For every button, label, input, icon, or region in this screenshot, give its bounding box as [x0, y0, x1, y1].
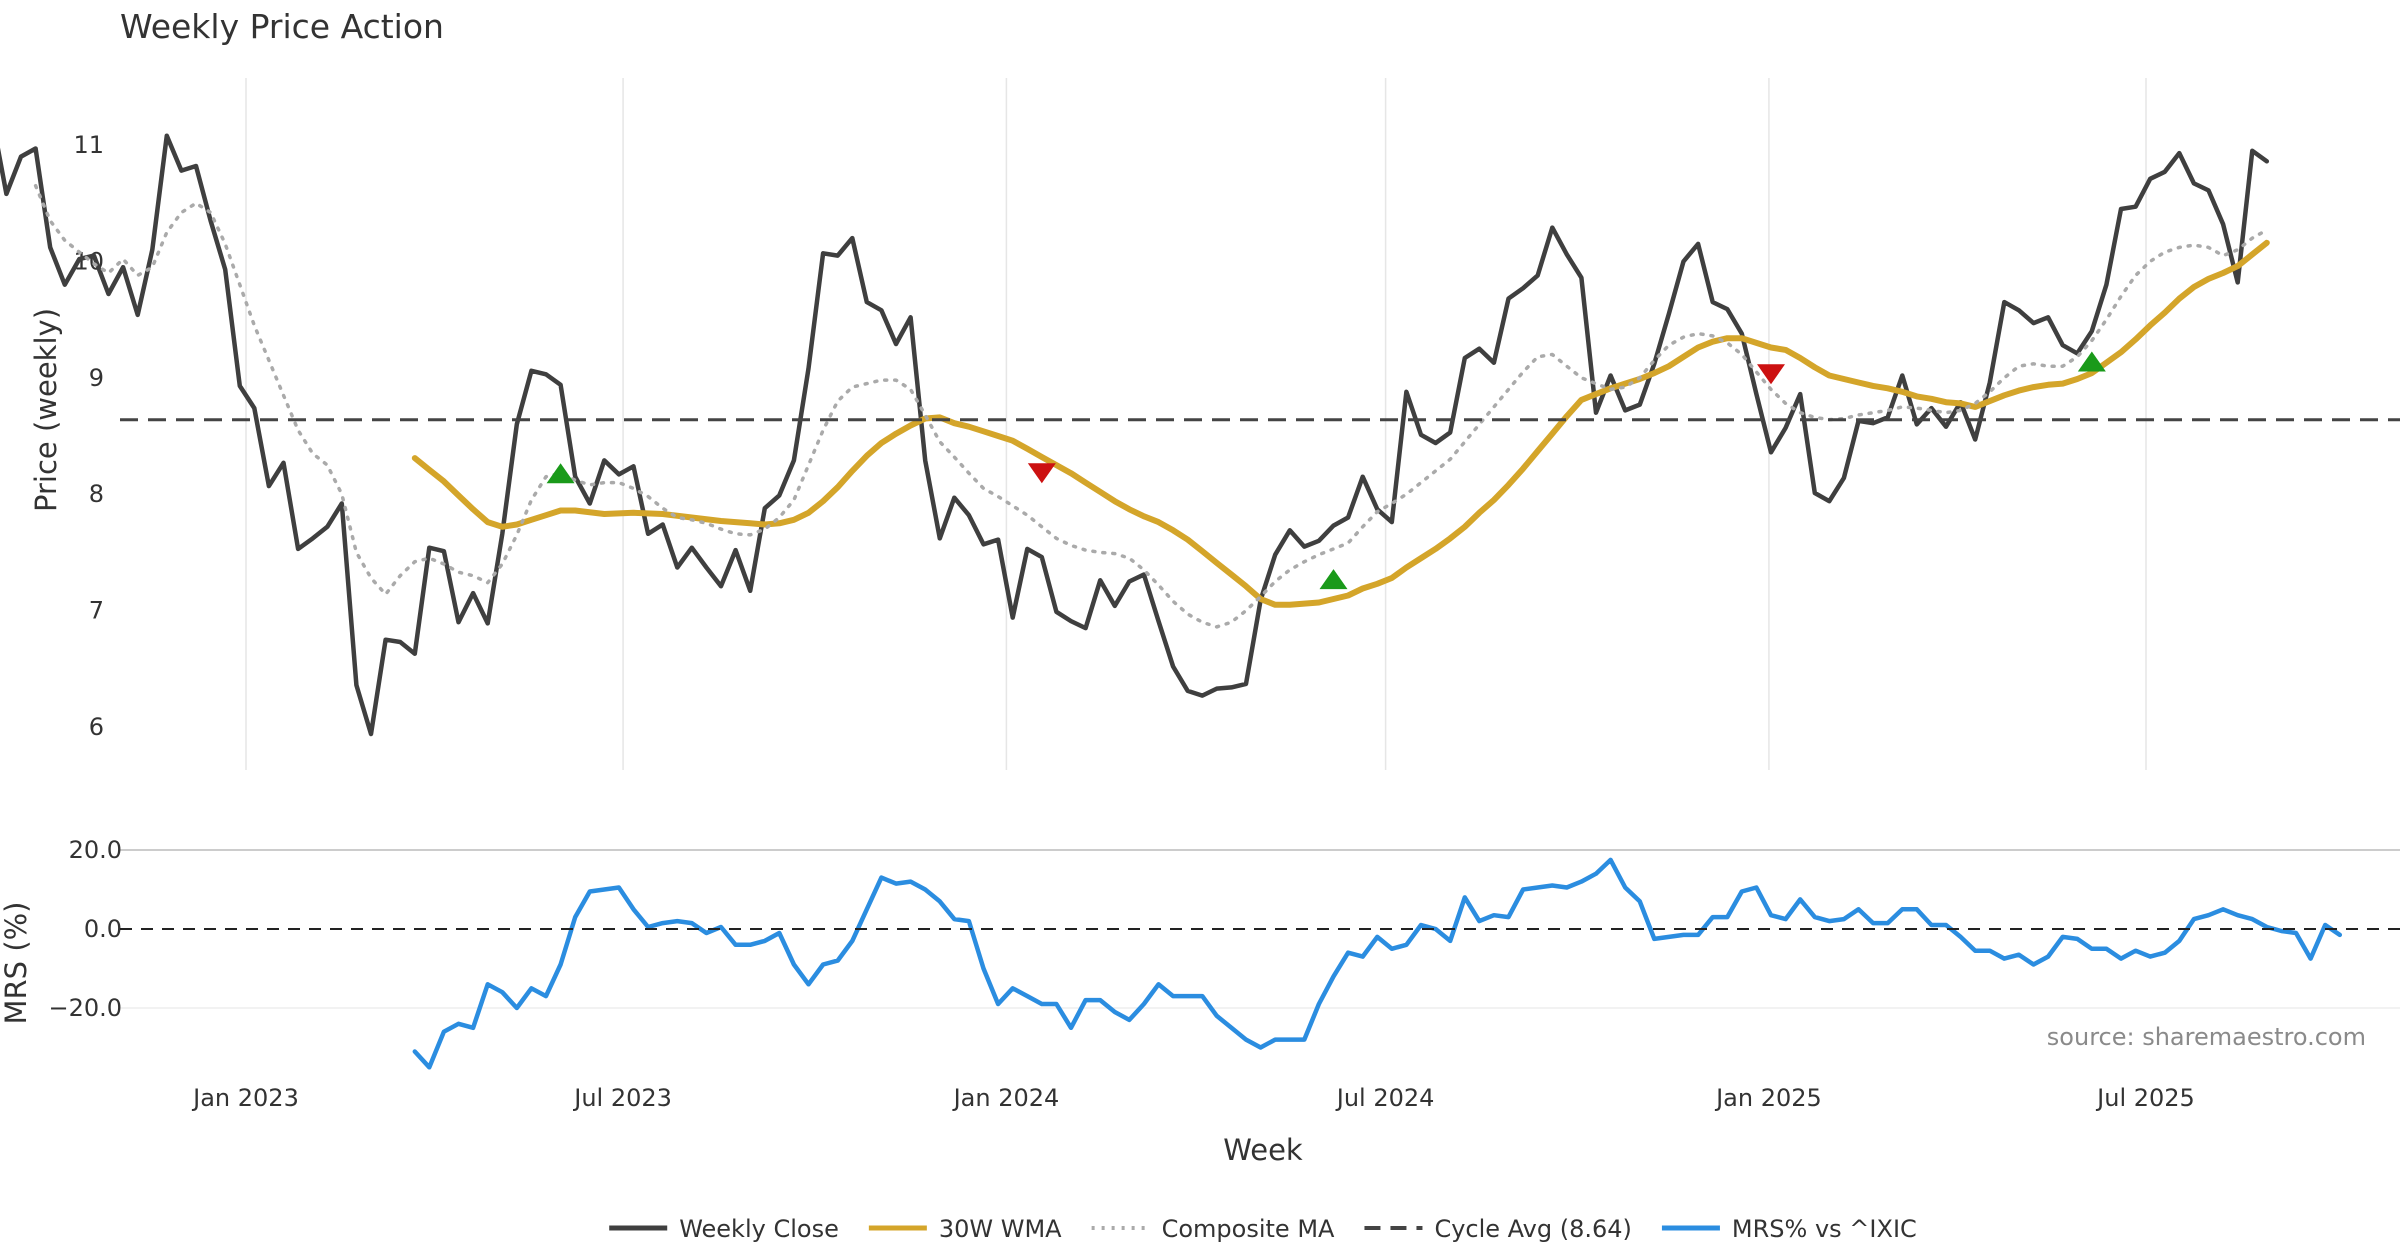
mrs-y-tick-2: −20.0 [48, 994, 122, 1022]
mrs-y-ticks: 20.0 0.0 −20.0 [48, 836, 122, 1022]
mrs-y-axis-label: MRS (%) [0, 902, 33, 1025]
legend-label: Cycle Avg (8.64) [1434, 1215, 1631, 1243]
price-gridlines [245, 78, 2147, 770]
price-y-tick-9: 9 [89, 364, 104, 392]
mrs-series [120, 857, 2400, 1070]
series-mrs-vs-ixic [412, 857, 2343, 1070]
buy-signal-marker-2 [1319, 569, 1348, 590]
legend-item-cycle-avg-8-64: Cycle Avg (8.64) [1364, 1215, 1632, 1243]
x-tick-jan-2025: Jan 2025 [1714, 1084, 1822, 1112]
legend-label: 30W WMA [939, 1215, 1062, 1243]
legend-item-30w-wma: 30W WMA [868, 1215, 1062, 1243]
x-tick-jan-2023: Jan 2023 [191, 1084, 299, 1112]
x-tick-jul-2025: Jul 2025 [2095, 1084, 2195, 1112]
mrs-gridlines [120, 849, 2400, 1009]
sell-signal-marker-3 [1757, 364, 1785, 385]
source-annotation: source: sharemaestro.com [2047, 1023, 2366, 1051]
mrs-y-tick-0: 20.0 [69, 836, 122, 864]
x-tick-jul-2024: Jul 2024 [1335, 1084, 1435, 1112]
legend-label: Weekly Close [679, 1215, 839, 1243]
series-30w-wma [411, 239, 2270, 608]
buy-signal-marker-4 [2077, 351, 2106, 372]
price-series [0, 133, 2400, 737]
x-axis-label: Week [1223, 1133, 1303, 1167]
mrs-panel: 20.0 0.0 −20.0 MRS (%) source: sharemaestr… [0, 836, 2400, 1167]
x-tick-jul-2023: Jul 2023 [572, 1084, 672, 1112]
legend-item-mrs-vs-ixic: MRS% vs ^IXIC [1661, 1215, 1917, 1243]
chart-title: Weekly Price Action [120, 7, 444, 46]
legend-item-weekly-close: Weekly Close [609, 1215, 839, 1243]
x-tick-jan-2024: Jan 2024 [952, 1084, 1060, 1112]
sell-signal-marker-1 [1027, 463, 1056, 484]
buy-signal-marker-0 [546, 463, 575, 484]
x-ticks: Jan 2023 Jul 2023 Jan 2024 Jul 2024 Jan 2025… [191, 1084, 2195, 1112]
signal-markers [546, 351, 2106, 590]
price-y-tick-7: 7 [89, 597, 104, 625]
legend-label: Composite MA [1162, 1215, 1335, 1243]
series-composite-ma [33, 183, 2269, 629]
legend-item-composite-ma: Composite MA [1091, 1215, 1335, 1243]
legend: Weekly Close 30W WMA Composite MA Cycle Avg… [609, 1215, 1917, 1243]
price-y-tick-11: 11 [73, 131, 104, 159]
legend-label: MRS% vs ^IXIC [1732, 1215, 1917, 1243]
price-y-tick-8: 8 [89, 480, 104, 508]
mrs-y-tick-1: 0.0 [84, 915, 122, 943]
series-weekly-close [0, 133, 2270, 737]
price-y-tick-6: 6 [89, 713, 104, 741]
price-y-axis-label: Price (weekly) [29, 308, 63, 512]
